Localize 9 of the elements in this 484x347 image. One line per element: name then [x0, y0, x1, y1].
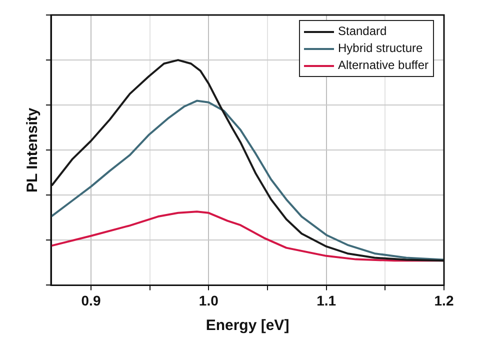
x-tick-label: 1.2: [434, 292, 454, 308]
x-tick-label: 1.0: [198, 292, 219, 308]
x-axis-title: Energy [eV]: [206, 317, 290, 334]
x-tick-label: 1.1: [316, 292, 336, 308]
legend-label: Standard: [338, 23, 387, 40]
legend-label: Alternative buffer: [338, 57, 428, 74]
x-tick-label: 0.9: [81, 292, 101, 308]
legend-label: Hybrid structure: [338, 40, 423, 57]
y-axis-title: PL Intensity: [24, 107, 42, 192]
